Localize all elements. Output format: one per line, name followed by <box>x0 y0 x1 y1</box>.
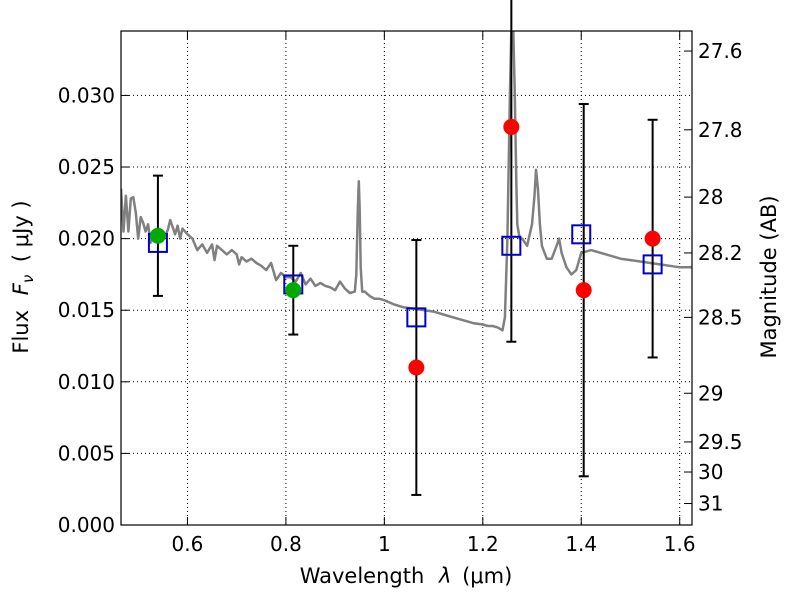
y-axis-label: Flux Fν ( μJy ) <box>9 200 38 353</box>
right-tick-label: 27.8 <box>698 118 743 142</box>
y-tick-label: 0.015 <box>58 298 115 322</box>
model-square-marker <box>642 254 663 275</box>
red-point <box>575 282 592 299</box>
observed-points <box>149 118 661 376</box>
x-tick-label: 1.2 <box>467 532 499 556</box>
model-sed-layer <box>121 31 692 332</box>
y-tick-label: 0.005 <box>58 441 115 465</box>
right-tick-label: 28.2 <box>698 241 743 265</box>
red-point <box>644 230 661 247</box>
x-tick-label: 1 <box>378 532 391 556</box>
model-square-marker <box>571 224 592 245</box>
model-square-marker <box>406 307 427 328</box>
right-tick-label: 28 <box>698 185 723 209</box>
x-tick-label: 0.8 <box>270 532 302 556</box>
y-tick-label: 0.010 <box>58 370 115 394</box>
right-tick-label: 27.6 <box>698 39 743 63</box>
right-tick-label: 29.5 <box>698 430 743 454</box>
right-axis-label: Magnitude (AB) <box>757 195 781 358</box>
error-bars <box>152 0 658 496</box>
model-photometry-markers <box>147 224 663 328</box>
y-tick-label: 0.000 <box>58 513 115 537</box>
plot-frame <box>120 30 693 526</box>
right-tick-label: 30 <box>698 460 723 484</box>
green-point <box>285 282 302 299</box>
green-point <box>149 227 166 244</box>
red-point <box>408 359 425 376</box>
y-tick-label: 0.030 <box>58 83 115 107</box>
right-tick-label: 28.5 <box>698 305 743 329</box>
axis-ticks: 0.6 0.8 1 1.2 1.4 1.6 0.000 0.005 0.010 0.015 0.02… <box>58 31 743 556</box>
grid <box>121 31 692 526</box>
right-tick-label: 29 <box>698 381 723 405</box>
y-tick-label: 0.025 <box>58 155 115 179</box>
x-tick-label: 1.4 <box>565 532 597 556</box>
x-tick-label: 0.6 <box>172 532 204 556</box>
y-tick-label: 0.020 <box>58 227 115 251</box>
model-sed-line <box>121 31 692 332</box>
x-axis-label: Wavelength λ (μm) <box>300 564 513 588</box>
x-tick-label: 1.6 <box>664 532 696 556</box>
right-tick-label: 31 <box>698 492 723 516</box>
red-point <box>503 118 520 135</box>
model-square-marker <box>501 235 522 256</box>
